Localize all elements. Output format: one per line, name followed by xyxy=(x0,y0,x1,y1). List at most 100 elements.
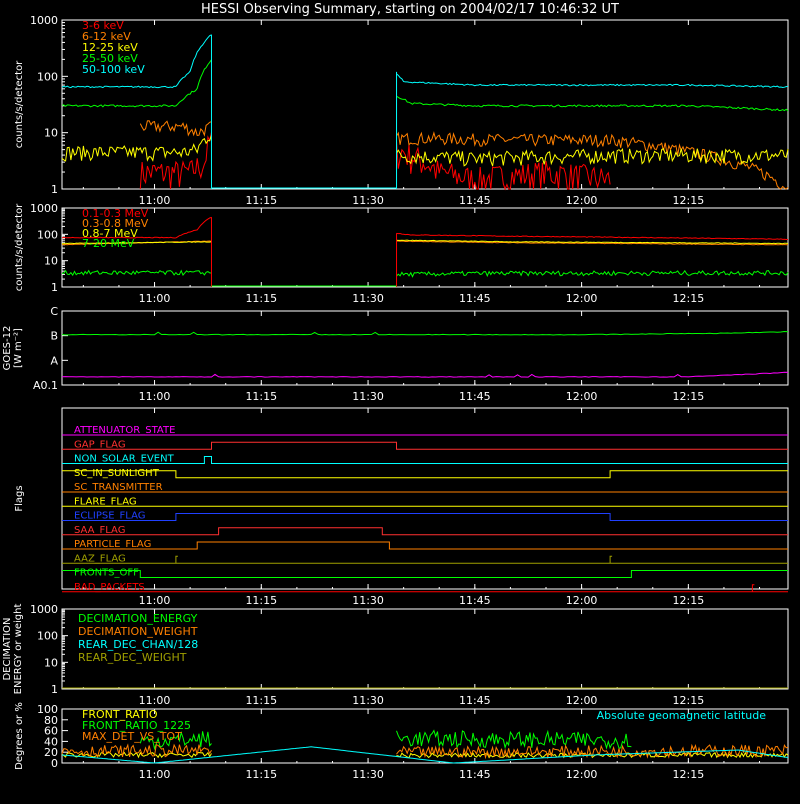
x-tick-label: 11:30 xyxy=(352,594,384,607)
flag-trace xyxy=(62,513,788,521)
legend-label: 6-12 keV xyxy=(82,30,131,43)
decimation-axes: 11:00 11:15 11:30 11:45 12:00 12:15 DECIMATION… xyxy=(2,603,789,707)
y-tick-label: 40 xyxy=(44,735,58,748)
ratio-trace xyxy=(139,729,632,751)
ratio-trace xyxy=(61,746,789,764)
y-tick-label: 100 xyxy=(37,703,58,716)
x-tick-label: 11:45 xyxy=(459,390,491,403)
ratio-frame xyxy=(61,708,789,764)
x-tick-label: 11:45 xyxy=(459,594,491,607)
x-tick-label: 11:45 xyxy=(459,694,491,707)
y-tick-label: 1000 xyxy=(30,202,58,215)
flag-label: PARTICLE_FLAG xyxy=(74,539,151,550)
y-tick-label: 1 xyxy=(51,183,58,196)
legend-label: DECIMATION_WEIGHT xyxy=(78,625,198,638)
flag-trace xyxy=(62,541,788,550)
x-tick-label: 11:45 xyxy=(459,768,491,781)
y-tick-label: 100 xyxy=(37,630,58,643)
series-line-7-20-mev xyxy=(61,269,789,278)
flag-trace xyxy=(62,527,788,536)
x-tick-label: 11:00 xyxy=(139,694,171,707)
y-tick-label: 1 xyxy=(51,683,58,696)
x-tick-label: 11:45 xyxy=(459,292,491,305)
x-tick-label: 11:00 xyxy=(139,194,171,207)
y-axis-label: Flags xyxy=(14,485,25,511)
legend-label: MAX_DET_VS_TOT xyxy=(82,730,182,743)
x-tick-label: 12:00 xyxy=(566,768,598,781)
legend-label: 0.1-0.3 MeV xyxy=(82,207,149,220)
flag-label: NON_SOLAR_EVENT xyxy=(74,454,175,465)
series-line-0-1-0-3-mev xyxy=(61,216,788,240)
x-tick-label: 12:00 xyxy=(566,390,598,403)
flag-label: ATTENUATOR_STATE xyxy=(74,425,175,436)
legend-label: DECIMATION_ENERGY xyxy=(78,612,198,625)
y-tick-label: 10 xyxy=(44,656,58,669)
y-tick-label: 100 xyxy=(37,228,58,241)
flag-trace xyxy=(62,570,788,578)
x-tick-label: 11:30 xyxy=(352,194,384,207)
series-line-3-6-kev xyxy=(139,132,611,191)
y-tick-label: 0 xyxy=(51,757,58,770)
x-tick-label: 12:15 xyxy=(673,292,705,305)
series-line-0-8-7-mev xyxy=(61,239,789,245)
x-tick-label: 12:00 xyxy=(566,594,598,607)
panel3-frame xyxy=(61,310,789,386)
y-tick-label: A xyxy=(50,354,58,367)
flag-trace xyxy=(62,441,788,450)
x-tick-label: 12:15 xyxy=(673,194,705,207)
x-tick-label: 11:45 xyxy=(459,194,491,207)
y-tick-label: 10 xyxy=(44,255,58,268)
flag-label: FRONTS_OFF xyxy=(74,568,139,579)
flag-trace xyxy=(62,584,788,593)
x-tick-label: 12:00 xyxy=(566,292,598,305)
x-tick-label: 11:00 xyxy=(139,292,171,305)
x-tick-label: 12:15 xyxy=(673,594,705,607)
flag-trace xyxy=(62,555,788,564)
y-tick-label: B xyxy=(50,330,58,343)
y-axis-label: ENERGY or weight xyxy=(13,604,24,695)
legend-label: REAR_DEC_CHAN/128 xyxy=(78,638,198,651)
x-tick-label: 11:15 xyxy=(245,694,277,707)
x-tick-label: 12:00 xyxy=(566,694,598,707)
panel2-frame xyxy=(61,207,789,288)
goes-trace xyxy=(61,330,789,336)
x-tick-label: 12:15 xyxy=(673,694,705,707)
flag-label: SAA_FLAG xyxy=(74,525,125,536)
y-tick-label: 20 xyxy=(44,746,58,759)
series-line-12-25-kev xyxy=(61,135,789,167)
y-tick-label: 60 xyxy=(44,725,58,738)
flag-trace xyxy=(62,470,788,479)
flags-axes: 11:00 11:15 11:30 11:45 12:00 12:15 Flags ATTEN… xyxy=(14,407,789,607)
y-tick-label: 1000 xyxy=(30,603,58,616)
x-tick-label: 11:15 xyxy=(245,292,277,305)
panel1-frame xyxy=(61,19,789,190)
y-tick-label: 100 xyxy=(37,70,58,83)
legend-label: REAR_DEC_WEIGHT xyxy=(78,651,187,664)
flag-label: ECLIPSE_FLAG xyxy=(74,511,145,522)
flags-frame xyxy=(61,407,789,590)
x-tick-label: 11:30 xyxy=(352,768,384,781)
legend-label: 0.8-7 MeV xyxy=(82,227,138,240)
x-tick-label: 11:15 xyxy=(245,594,277,607)
legend-label: 3-6 keV xyxy=(82,19,124,32)
x-tick-label: 11:15 xyxy=(245,194,277,207)
legend-label: FRONT_RATIO xyxy=(82,708,158,721)
flag-label: SC_TRANSMITTER xyxy=(74,482,163,493)
series-line-50-100-kev xyxy=(61,34,789,89)
x-tick-label: 11:30 xyxy=(352,390,384,403)
x-tick-label: 11:00 xyxy=(139,390,171,403)
x-tick-label: 11:15 xyxy=(245,390,277,403)
x-tick-label: 11:30 xyxy=(352,694,384,707)
legend-label: 12-25 keV xyxy=(82,41,138,54)
legend-label: 7-20 MeV xyxy=(82,237,135,250)
y-axis-label: [W m⁻²] xyxy=(13,328,24,368)
x-tick-label: 11:15 xyxy=(245,768,277,781)
series-line-25-50-kev xyxy=(61,59,789,112)
y-tick-label: 80 xyxy=(44,714,58,727)
goes-trace xyxy=(61,371,789,378)
flag-trace xyxy=(62,456,788,464)
legend-label: 50-100 keV xyxy=(82,63,145,76)
x-tick-label: 11:30 xyxy=(352,292,384,305)
